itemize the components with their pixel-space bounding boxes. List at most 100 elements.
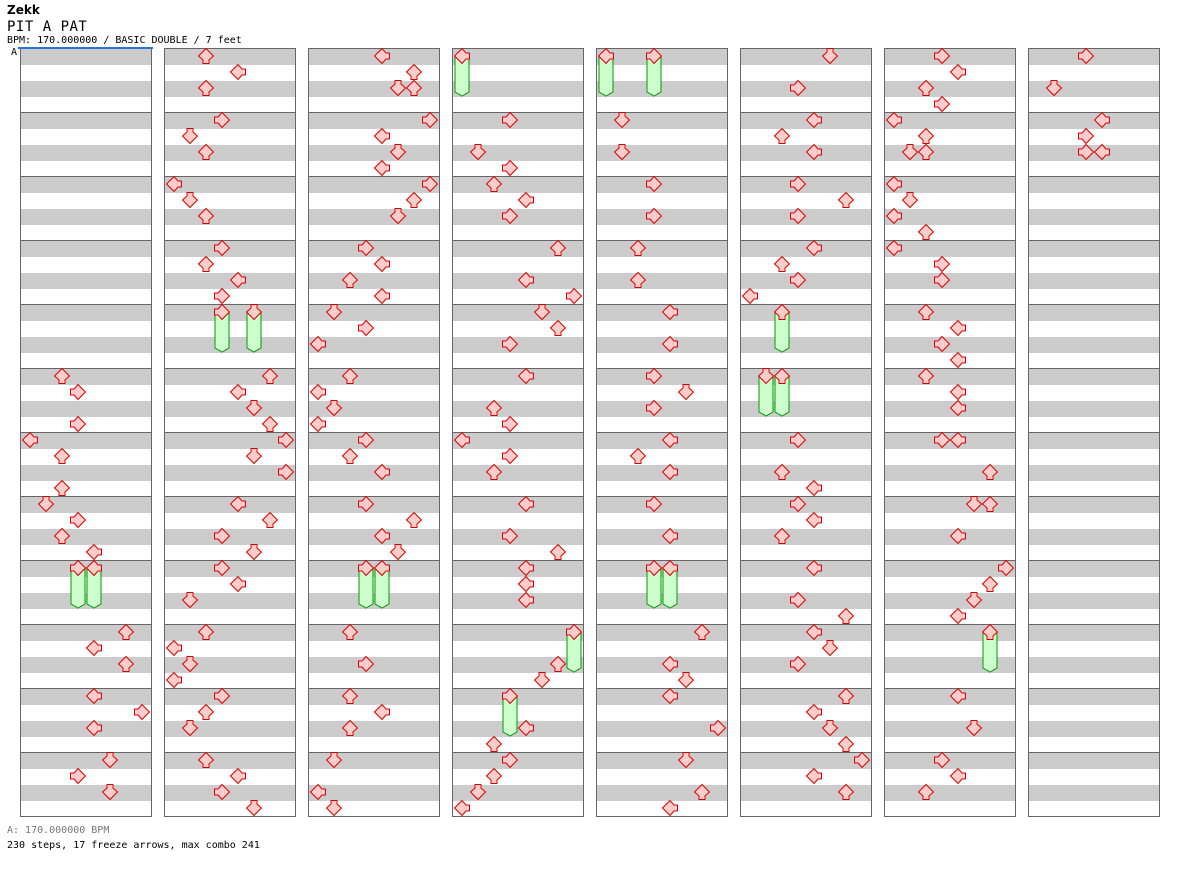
chart-stats: 230 steps, 17 freeze arrows, max combo 2… bbox=[7, 840, 260, 851]
measure bbox=[1028, 48, 1160, 112]
artist-name: Zekk bbox=[7, 3, 40, 17]
measure bbox=[20, 688, 152, 752]
arrow-left-icon bbox=[165, 175, 182, 193]
arrow-left-icon bbox=[517, 271, 534, 289]
arrow-left-icon bbox=[661, 335, 678, 353]
arrow-left-icon bbox=[885, 175, 902, 193]
arrow-down-icon bbox=[245, 800, 263, 817]
arrow-right-icon bbox=[998, 559, 1015, 577]
arrow-up-icon bbox=[773, 367, 791, 384]
measure bbox=[884, 48, 1016, 112]
measure bbox=[20, 240, 152, 304]
arrow-right-icon bbox=[566, 623, 583, 641]
arrow-right-icon bbox=[358, 319, 375, 337]
arrow-left-icon bbox=[885, 239, 902, 257]
arrow-up-icon bbox=[197, 79, 215, 96]
arrow-left-icon bbox=[517, 191, 534, 209]
arrow-left-icon bbox=[805, 623, 822, 641]
arrow-down-icon bbox=[389, 544, 407, 561]
notes-layer bbox=[597, 47, 727, 817]
arrow-left-icon bbox=[949, 431, 966, 449]
arrow-up-icon bbox=[917, 127, 935, 144]
arrow-left-icon bbox=[805, 559, 822, 577]
arrow-left-icon bbox=[453, 799, 470, 817]
arrow-right-icon bbox=[70, 415, 87, 433]
arrow-left-icon bbox=[85, 639, 102, 657]
arrow-left-icon bbox=[805, 767, 822, 785]
arrow-up-icon bbox=[261, 367, 279, 384]
arrow-down-icon bbox=[533, 304, 551, 321]
measure bbox=[740, 304, 872, 368]
arrow-left-icon bbox=[661, 431, 678, 449]
chart-column bbox=[884, 47, 1016, 817]
arrow-down-icon bbox=[181, 720, 199, 737]
arrow-up-icon bbox=[549, 543, 567, 560]
arrow-up-icon bbox=[917, 303, 935, 320]
arrow-down-icon bbox=[757, 368, 775, 385]
arrow-left-icon bbox=[373, 47, 390, 65]
arrow-left-icon bbox=[453, 47, 470, 65]
notes-layer bbox=[885, 47, 1015, 800]
arrow-right-icon bbox=[134, 703, 151, 721]
arrow-right-icon bbox=[646, 399, 663, 417]
measure bbox=[20, 368, 152, 432]
arrow-down-icon bbox=[821, 640, 839, 657]
measure bbox=[164, 304, 296, 368]
arrow-right-icon bbox=[70, 511, 87, 529]
measure bbox=[452, 688, 584, 752]
arrow-right-icon bbox=[790, 655, 807, 673]
arrow-right-icon bbox=[502, 207, 519, 225]
arrow-up-icon bbox=[917, 367, 935, 384]
arrow-down-icon bbox=[245, 400, 263, 417]
measure bbox=[164, 432, 296, 496]
arrow-left-icon bbox=[373, 527, 390, 545]
arrow-down-icon bbox=[901, 192, 919, 209]
measure bbox=[452, 176, 584, 240]
arrow-down-icon bbox=[389, 144, 407, 161]
measure bbox=[308, 560, 440, 624]
measure bbox=[1028, 624, 1160, 688]
measure bbox=[740, 48, 872, 112]
arrow-left-icon bbox=[805, 511, 822, 529]
arrow-left-icon bbox=[949, 399, 966, 417]
arrow-up-icon bbox=[773, 127, 791, 144]
arrow-down-icon bbox=[245, 448, 263, 465]
song-title: PIT A PAT bbox=[7, 19, 88, 35]
arrow-up-icon bbox=[837, 783, 855, 800]
arrow-left-icon bbox=[949, 527, 966, 545]
arrow-left-icon bbox=[85, 543, 102, 561]
measure bbox=[740, 112, 872, 176]
arrow-right-icon bbox=[214, 111, 231, 129]
arrow-left-icon bbox=[229, 383, 246, 401]
arrow-left-icon bbox=[229, 495, 246, 513]
arrow-right-icon bbox=[422, 111, 439, 129]
arrow-left-icon bbox=[165, 671, 182, 689]
measure bbox=[452, 304, 584, 368]
arrow-up-icon bbox=[981, 575, 999, 592]
arrow-up-icon bbox=[197, 143, 215, 160]
measure bbox=[884, 240, 1016, 304]
measure bbox=[884, 176, 1016, 240]
measure bbox=[596, 688, 728, 752]
bpm-marker-label: A bbox=[11, 47, 18, 58]
arrow-up-icon bbox=[629, 239, 647, 256]
measure bbox=[308, 176, 440, 240]
arrow-left-icon bbox=[597, 47, 614, 65]
arrow-up-icon bbox=[629, 447, 647, 464]
measure bbox=[884, 368, 1016, 432]
measure bbox=[452, 624, 584, 688]
chart-column bbox=[740, 48, 872, 817]
arrow-left-icon bbox=[949, 687, 966, 705]
arrow-left-icon bbox=[373, 703, 390, 721]
measure bbox=[884, 560, 1016, 624]
measure bbox=[740, 240, 872, 304]
arrow-up-icon bbox=[341, 687, 359, 704]
arrow-down-icon bbox=[613, 112, 631, 129]
arrow-right-icon bbox=[358, 239, 375, 257]
arrow-right-icon bbox=[70, 383, 87, 401]
arrow-right-icon bbox=[934, 47, 951, 65]
arrow-left-icon bbox=[229, 575, 246, 593]
arrow-down-icon bbox=[37, 496, 55, 513]
arrow-down-icon bbox=[325, 400, 343, 417]
arrow-left-icon bbox=[949, 351, 966, 369]
